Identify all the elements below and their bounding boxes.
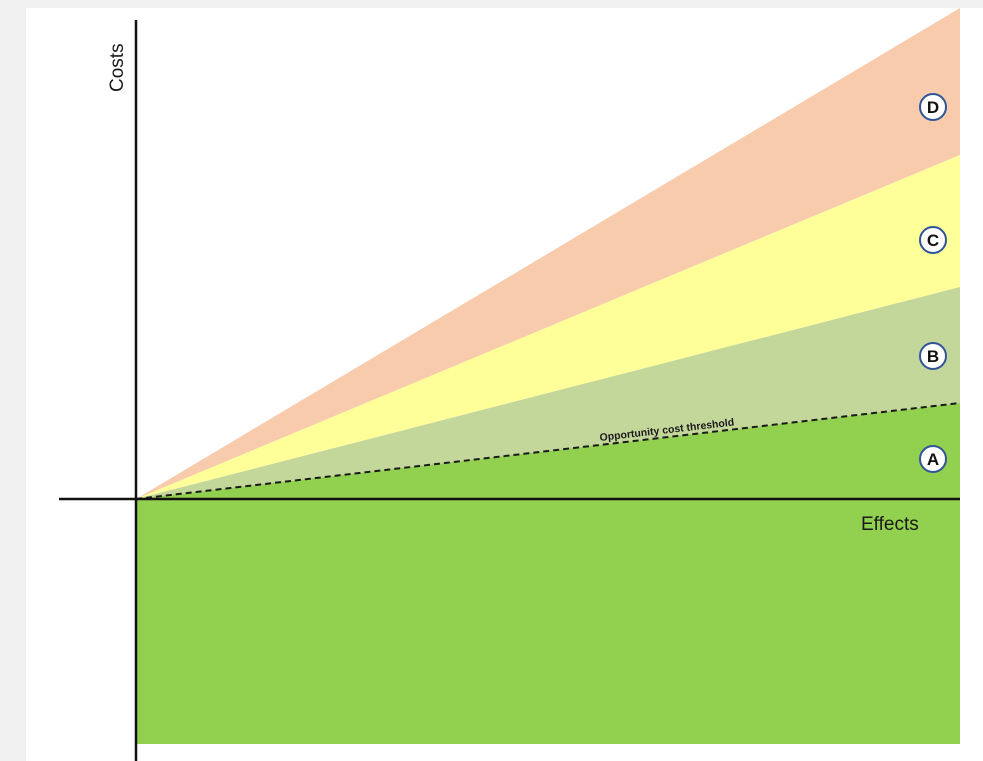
zone-c-letter: C	[927, 231, 939, 250]
zone-a-badge: A	[919, 445, 947, 473]
zone-c-badge: C	[919, 226, 947, 254]
zone-a-letter: A	[927, 450, 939, 469]
y-axis-label: Costs	[107, 43, 128, 92]
zone-d-badge: D	[919, 93, 947, 121]
opportunity-cost-threshold-line	[135, 402, 961, 500]
zone-b-badge: B	[919, 342, 947, 370]
zone-c-region	[136, 155, 960, 499]
zone-d-region	[136, 8, 960, 499]
zone-b-letter: B	[927, 347, 939, 366]
zone-d-letter: D	[927, 98, 939, 117]
x-axis-label: Effects	[861, 514, 919, 535]
zone-a-lower-region	[136, 499, 960, 744]
zone-b-region	[136, 287, 960, 499]
